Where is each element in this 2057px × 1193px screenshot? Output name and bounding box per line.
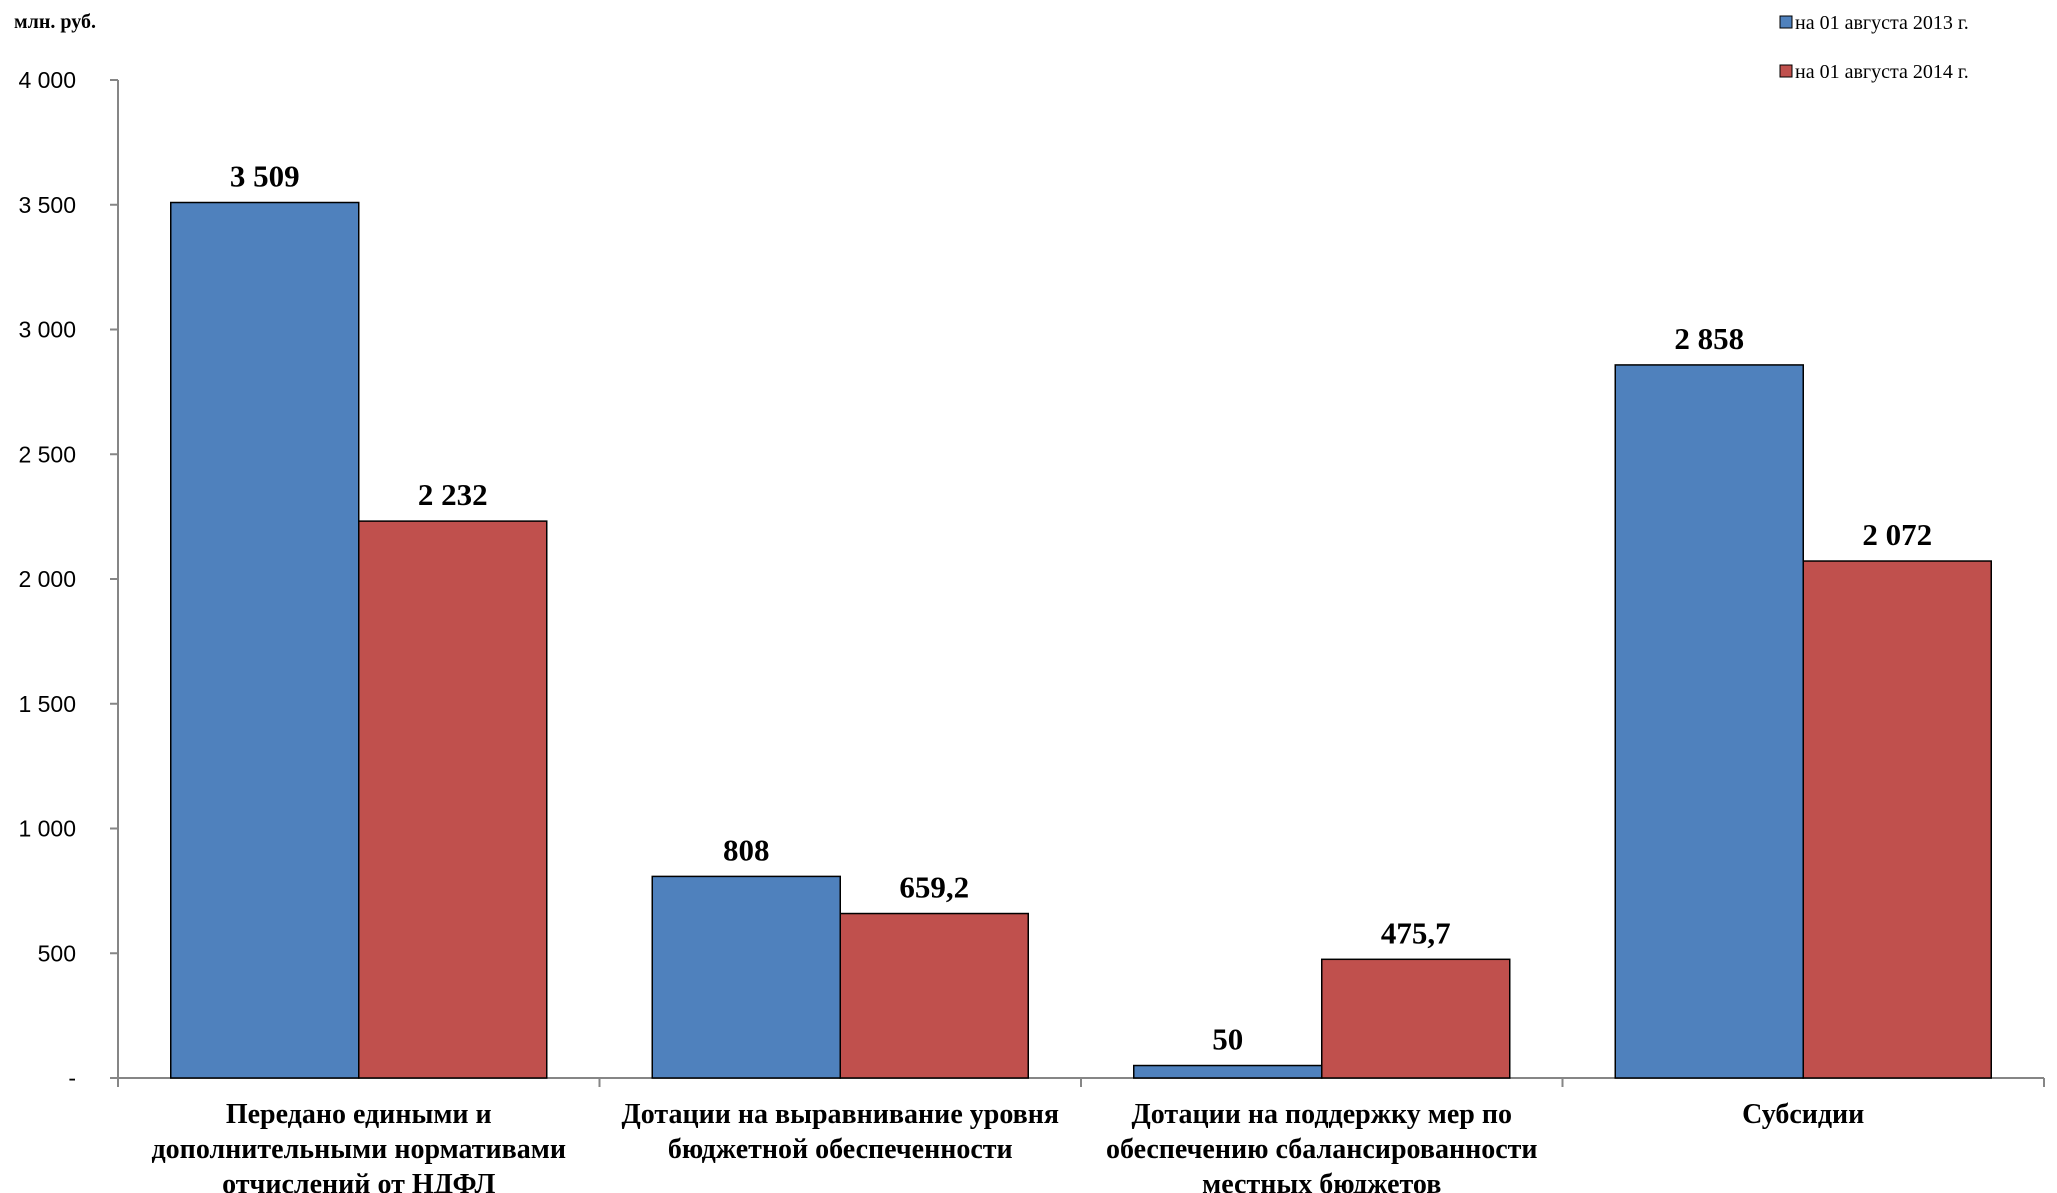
data-label: 808	[723, 832, 770, 867]
data-label: 3 509	[230, 159, 300, 194]
bar-2013	[651, 875, 841, 1079]
bar-2013	[1614, 364, 1804, 1079]
category-label: Передано едиными и	[226, 1099, 492, 1130]
data-labels: 3 509 2 232 808 659,2 50 475,7 2 858 2 072	[230, 159, 1932, 1057]
y-tick-label: -	[68, 1065, 76, 1091]
data-label: 2 072	[1862, 517, 1932, 552]
category-label: Дотации на выравнивание уровня	[621, 1099, 1059, 1130]
category-label: Субсидии	[1742, 1099, 1864, 1130]
category-label: Дотации на поддержку мер по	[1132, 1099, 1512, 1130]
category-label: местных бюджетов	[1202, 1169, 1441, 1193]
y-tick-label: 2 500	[18, 441, 76, 467]
legend-label: на 01 августа 2013 г.	[1795, 12, 1969, 34]
y-tick-label: 2 000	[18, 566, 76, 592]
category-label: отчислений от НДФЛ	[222, 1169, 495, 1193]
data-label: 659,2	[899, 870, 969, 905]
y-tick-label: 4 000	[18, 67, 76, 93]
data-label: 475,7	[1381, 915, 1451, 950]
data-label: 2 232	[418, 477, 488, 512]
bar-2014	[1802, 560, 1992, 1079]
data-label: 2 858	[1674, 321, 1744, 356]
bar-2014	[358, 520, 548, 1079]
legend-label: на 01 августа 2014 г.	[1795, 61, 1969, 83]
y-tick-label: 3 000	[18, 317, 76, 343]
unit-label: млн. руб.	[14, 11, 96, 33]
legend-swatch	[1779, 64, 1793, 78]
bars	[170, 201, 1992, 1079]
data-label: 50	[1212, 1022, 1243, 1057]
bar-2013	[1133, 1064, 1323, 1079]
y-tick-label: 500	[38, 940, 76, 966]
y-tick-label: 1 000	[18, 816, 76, 842]
bar-2014	[839, 912, 1029, 1079]
y-tick-label: 3 500	[18, 192, 76, 218]
legend-swatch	[1779, 15, 1793, 29]
bar-2013	[170, 201, 360, 1079]
category-labels: Передано едиными и дополнительными нормат…	[152, 1099, 1865, 1193]
y-tick-label: 1 500	[18, 691, 76, 717]
category-label: обеспечению сбалансированности	[1106, 1134, 1538, 1165]
category-label: бюджетной обеспеченности	[668, 1134, 1013, 1165]
legend: на 01 августа 2013 г. на 01 августа 2014 …	[1779, 12, 1969, 83]
bar-2014	[1321, 958, 1511, 1079]
category-label: дополнительными нормативами	[152, 1134, 566, 1165]
